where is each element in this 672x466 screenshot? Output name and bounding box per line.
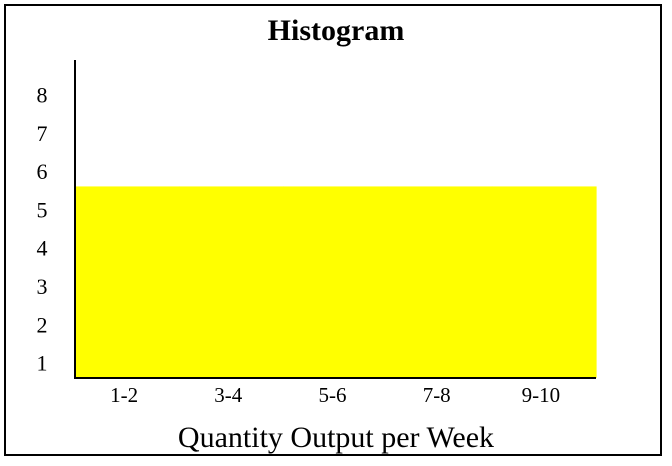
x-axis-title: Quantity Output per Week [178,421,494,454]
y-tick-label-7: 7 [37,121,48,146]
y-tick-label-5: 5 [37,197,48,222]
y-tick-label-2: 2 [37,312,48,337]
y-tick-label-3: 3 [37,274,48,299]
y-tick-label-8: 8 [37,82,48,107]
y-tick-label-4: 4 [37,236,48,261]
x-tick-label-9-10: 9-10 [522,383,561,407]
x-tick-labels: 1-2 3-4 5-6 7-8 9-10 [110,383,560,407]
bar-3-4 [179,186,284,378]
x-tick-label-1-2: 1-2 [110,383,138,407]
bar-1-2 [75,186,180,378]
bar-5-6 [283,186,389,378]
x-tick-label-3-4: 3-4 [214,383,242,407]
bars-layer [75,186,597,378]
chart-title: Histogram [268,14,405,47]
x-tick-label-7-8: 7-8 [423,383,451,407]
bar-7-8 [387,186,493,378]
y-tick-label-1: 1 [37,351,48,376]
x-tick-label-5-6: 5-6 [319,383,347,407]
bar-9-10 [491,186,597,378]
y-tick-labels: 1 2 3 4 5 6 7 8 [37,82,48,375]
y-tick-label-6: 6 [37,159,48,184]
